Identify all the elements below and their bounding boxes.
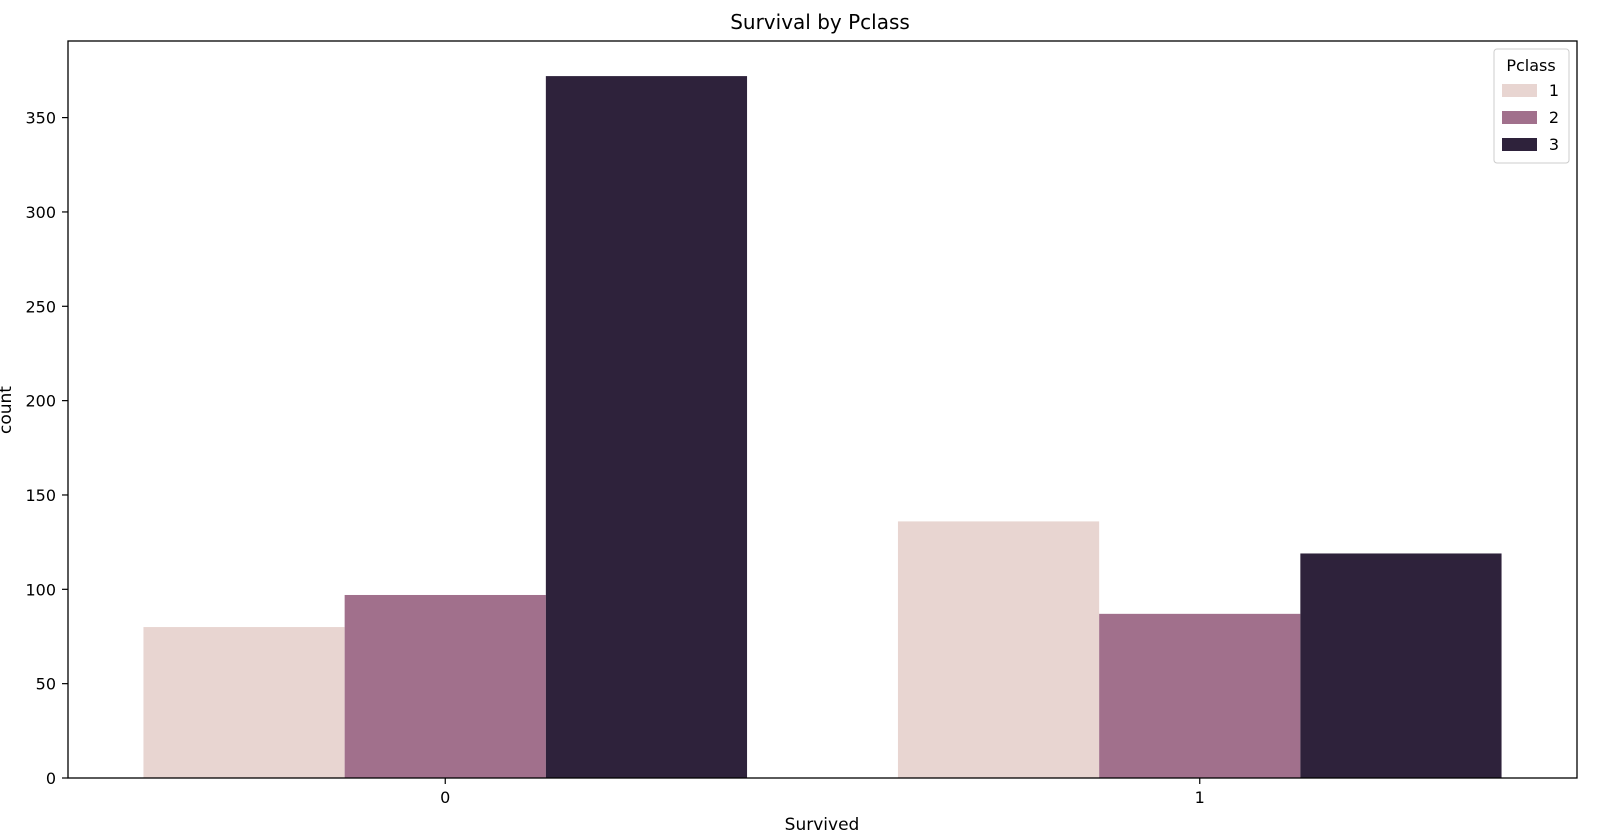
y-tick-label: 0 [46, 769, 56, 788]
bar-survived-1-pclass-3 [1300, 553, 1502, 778]
chart-title: Survival by Pclass [730, 10, 910, 34]
bar-survived-0-pclass-2 [344, 594, 546, 778]
legend-swatch-1 [1502, 84, 1537, 97]
legend-box [1493, 48, 1570, 164]
y-tick-label: 150 [25, 486, 56, 505]
y-tick-label: 100 [25, 580, 56, 599]
y-axis: 0 50 100 150 200 250 300 350 [25, 109, 68, 788]
plot-frame [67, 40, 1578, 779]
x-tick-label: 1 [1195, 788, 1205, 807]
y-tick-label: 300 [25, 203, 56, 222]
y-tick-label: 200 [25, 392, 56, 411]
legend-label-1: 1 [1549, 81, 1559, 100]
legend-label-3: 3 [1549, 135, 1559, 154]
bar-survived-1-pclass-2 [1099, 613, 1301, 778]
x-axis-label: Survived [785, 815, 860, 835]
bar-survived-1-pclass-1 [897, 521, 1100, 778]
legend-items: 1 2 3 [1502, 81, 1559, 154]
y-axis-label: count [0, 386, 16, 434]
legend-title: Pclass [1506, 56, 1555, 75]
y-tick-label: 350 [25, 109, 56, 128]
legend-swatch-3 [1502, 138, 1537, 151]
bar-survived-0-pclass-1 [143, 627, 345, 778]
bar-survived-0-pclass-3 [545, 76, 748, 779]
legend: Pclass 1 2 3 [1493, 48, 1570, 164]
y-tick-label: 50 [36, 675, 56, 694]
y-tick-label: 250 [25, 297, 56, 316]
legend-label-2: 2 [1549, 108, 1559, 127]
x-tick-label: 0 [440, 788, 450, 807]
legend-swatch-2 [1502, 111, 1537, 124]
bars-group [143, 76, 1502, 779]
